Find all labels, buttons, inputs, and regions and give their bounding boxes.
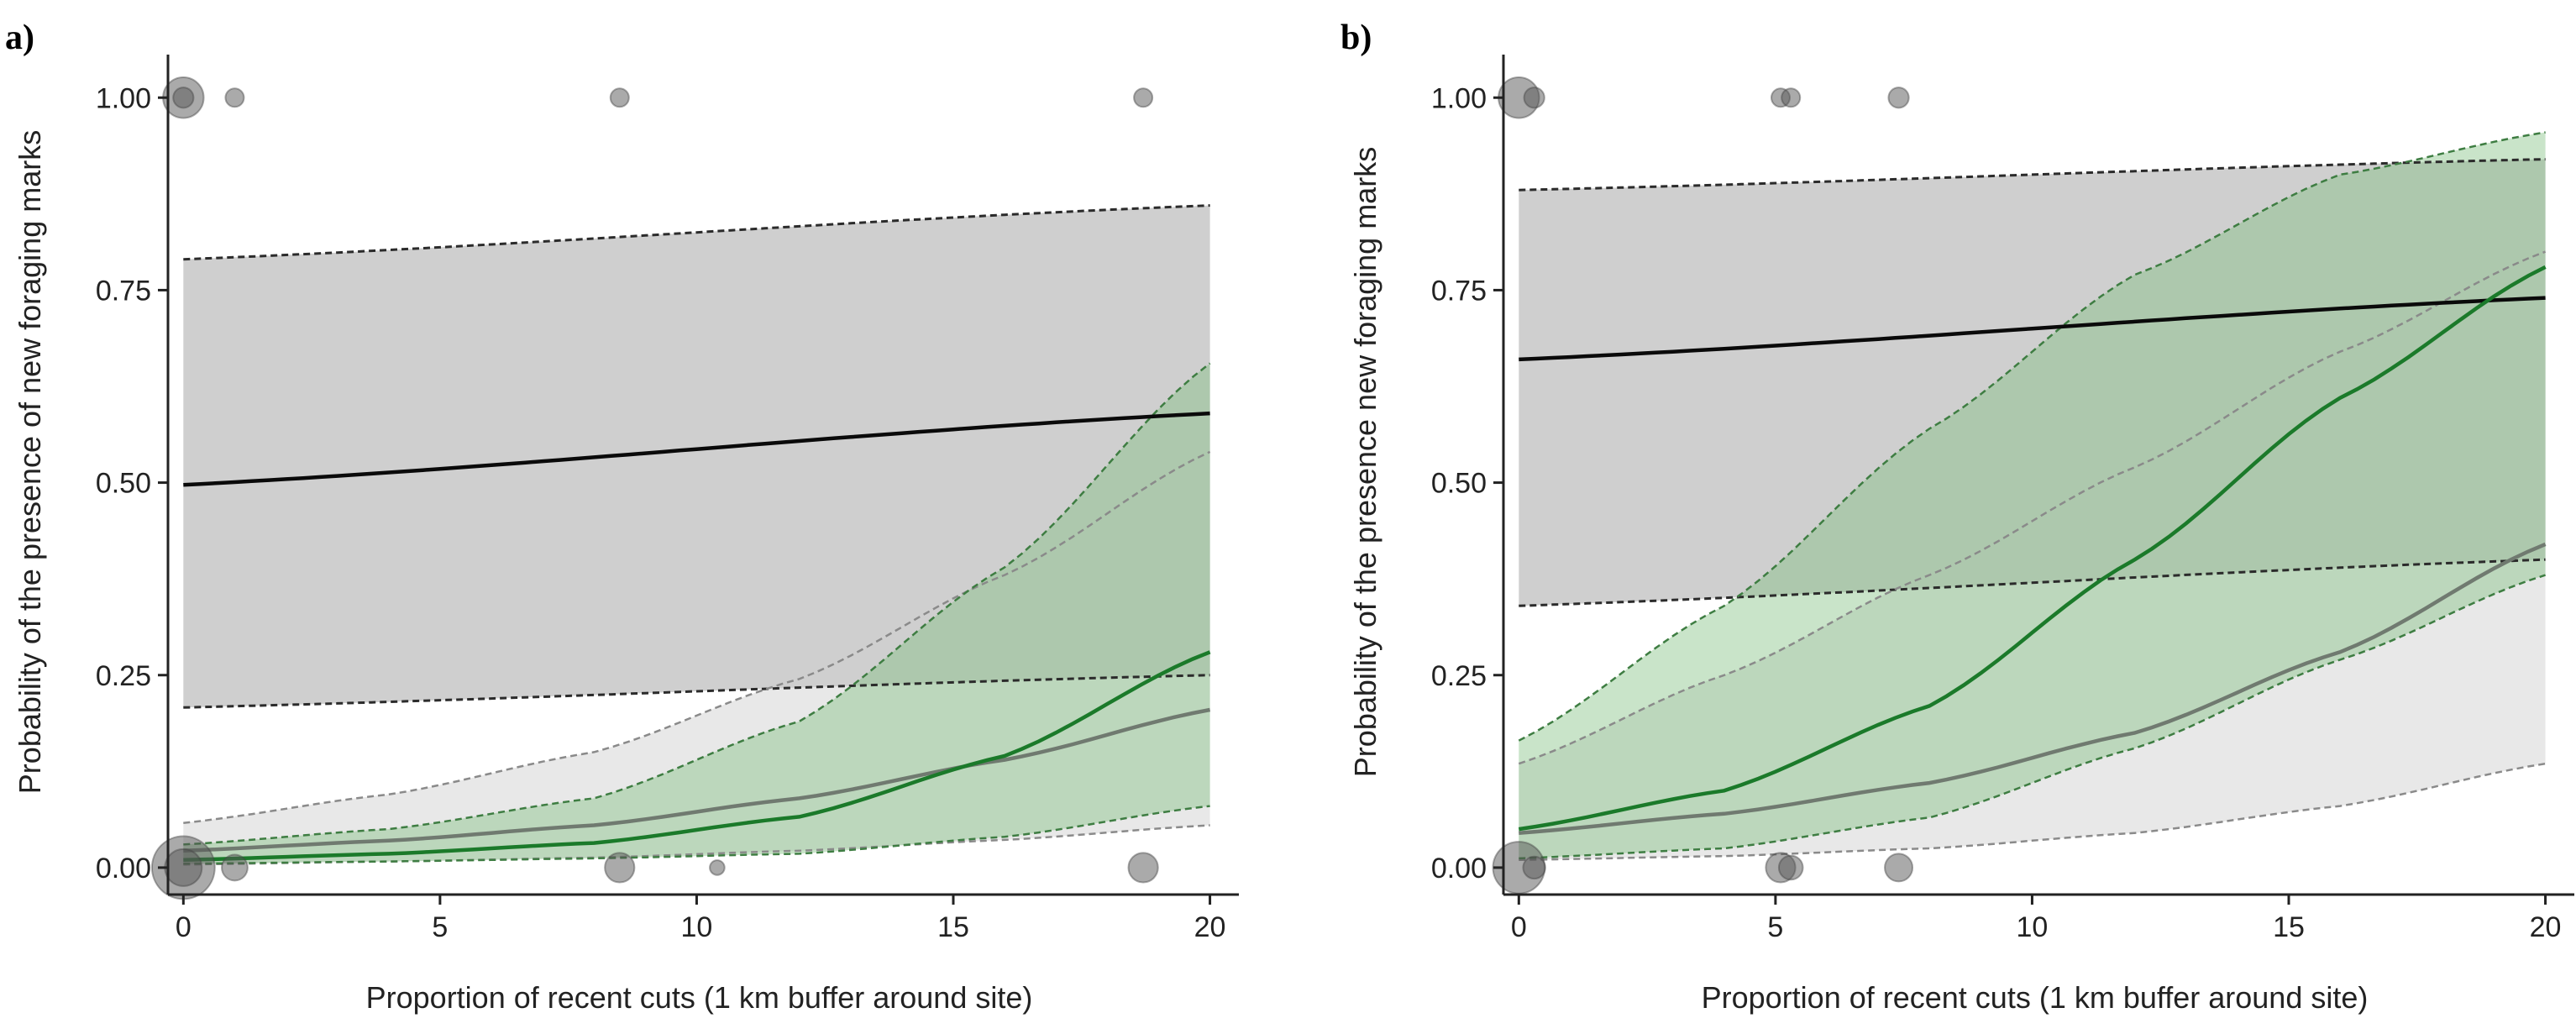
data-point (1887, 87, 1910, 109)
y-tick-label: 0.50 (1431, 468, 1487, 500)
x-axis-title: Proportion of recent cuts (1 km buffer a… (1702, 980, 2369, 1015)
data-point (224, 87, 245, 108)
chart-panel-b: b) 0.00 0.25 0.50 0.75 1.00 0 5 10 15 20 Proportion… (1340, 18, 2574, 1015)
data-point (1781, 87, 1802, 108)
fit-line-black (183, 411, 1210, 487)
fit-line-green (1518, 265, 2547, 832)
y-tick-label: 0.25 (96, 660, 151, 692)
x-tick-label: 0 (176, 911, 191, 943)
ci-edge-black-lower (1519, 558, 2546, 607)
data-point (221, 853, 249, 882)
panel-label: b) (1340, 18, 1372, 57)
y-tick-label: 1.00 (96, 82, 151, 114)
y-tick-label: 0.75 (1431, 275, 1487, 307)
data-point (164, 848, 203, 887)
data-point (604, 852, 636, 884)
y-tick-label: 0.00 (1431, 853, 1487, 884)
ci-band-black-fit (183, 205, 1210, 708)
panel-label: a) (5, 18, 34, 57)
ci-edge-grey-lower (1519, 762, 2546, 862)
data-point (1133, 87, 1154, 108)
ci-edge-green-lower (1519, 574, 2546, 860)
data-point (1884, 853, 1914, 883)
ci-edge-grey-upper (1518, 250, 2547, 765)
ci-band-grey-fit (183, 451, 1210, 865)
ci-edge-black-upper (183, 204, 1210, 261)
x-tick-label: 15 (2273, 911, 2305, 943)
data-point (1777, 854, 1804, 881)
y-tick-label: 0.50 (96, 468, 151, 500)
chart-panel-a: a) 0.00 0.25 0.50 0.75 1.00 0 5 10 15 20 Proportion… (5, 18, 1239, 1015)
data-point (709, 859, 726, 876)
x-tick-label: 15 (937, 911, 969, 943)
y-tick-label: 1.00 (1431, 82, 1487, 114)
ci-edge-black-lower (183, 674, 1210, 709)
x-axis-title: Proportion of recent cuts (1 km buffer a… (366, 980, 1033, 1015)
x-tick-label: 0 (1511, 911, 1527, 943)
fit-line-green (183, 650, 1211, 863)
ci-band-green-fit (1519, 132, 2546, 858)
fit-line-grey (183, 707, 1211, 853)
x-tick-label: 10 (2017, 911, 2049, 943)
x-tick-label: 20 (2530, 911, 2562, 943)
ci-band-black-fit (1519, 159, 2546, 606)
y-tick-label: 0.25 (1431, 660, 1487, 692)
fit-line-black (1519, 296, 2546, 362)
ci-band-green-fit (183, 363, 1210, 864)
ci-edge-grey-lower (183, 824, 1210, 866)
ci-edge-green-lower (183, 805, 1210, 865)
y-axis-title: Probability of the presence of new forag… (13, 130, 47, 794)
data-point (1523, 87, 1545, 109)
y-tick-label: 0.75 (96, 275, 151, 307)
data-point (1127, 852, 1159, 884)
x-tick-label: 5 (432, 911, 448, 943)
x-tick-label: 10 (681, 911, 713, 943)
data-point (172, 87, 195, 109)
data-point (1522, 855, 1546, 880)
ci-edge-green-upper (1518, 131, 2546, 742)
fit-line-grey (1519, 542, 2547, 835)
data-point (609, 87, 630, 108)
ci-edge-black-upper (1519, 158, 2546, 192)
y-tick-label: 0.00 (96, 853, 151, 884)
ci-edge-grey-upper (183, 450, 1211, 825)
y-axis-title: Probability of the presence new foraging… (1348, 147, 1382, 777)
x-tick-label: 5 (1767, 911, 1783, 943)
x-tick-label: 20 (1194, 911, 1226, 943)
